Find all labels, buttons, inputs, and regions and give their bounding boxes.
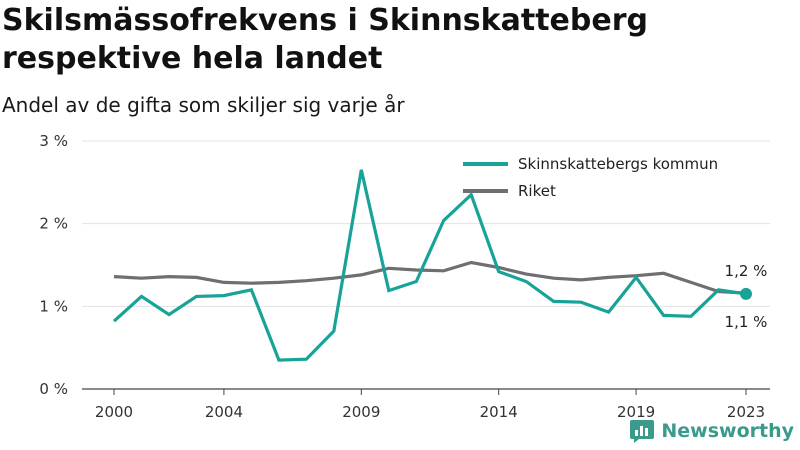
- y-tick-label: 3 %: [39, 132, 68, 150]
- bar-chart-logo-icon: [630, 420, 655, 443]
- chart-title: Skilsmässofrekvens i Skinnskatteberg res…: [2, 3, 648, 76]
- legend-label: Skinnskattebergs kommun: [518, 155, 718, 173]
- end-labels: 1,2 % 1,1 %: [725, 262, 768, 331]
- end-label-riket: 1,2 %: [725, 262, 768, 280]
- x-axis: 2000 2004 2009 2014 2019 2023: [95, 389, 765, 421]
- x-tick-label: 2019: [617, 403, 655, 421]
- brand-name: Newsworthy: [661, 420, 794, 442]
- series-line-skinnskatteberg: [112, 169, 747, 362]
- grid-lines: [82, 140, 770, 390]
- series-lines: [112, 169, 752, 362]
- x-tick-label: 2009: [342, 403, 380, 421]
- series-line-riket: [113, 260, 747, 295]
- end-label-skinnskatteberg: 1,1 %: [725, 313, 768, 331]
- x-tick-label: 2014: [480, 403, 518, 421]
- x-tick-label: 2000: [95, 403, 133, 421]
- x-tick-label: 2004: [205, 403, 243, 421]
- y-tick-label: 2 %: [39, 215, 68, 233]
- y-tick-label: 1 %: [39, 297, 68, 315]
- y-tick-label: 0 %: [39, 380, 68, 398]
- x-tick-label: 2023: [727, 403, 765, 421]
- chart-subtitle: Andel av de gifta som skiljer sig varje …: [2, 93, 405, 117]
- brand-logo: Newsworthy: [629, 418, 794, 444]
- legend: Skinnskattebergs kommun Riket: [463, 155, 718, 200]
- y-axis: 0 % 1 % 2 % 3 %: [39, 132, 68, 398]
- legend-label: Riket: [518, 182, 556, 200]
- end-point-marker: [740, 287, 752, 300]
